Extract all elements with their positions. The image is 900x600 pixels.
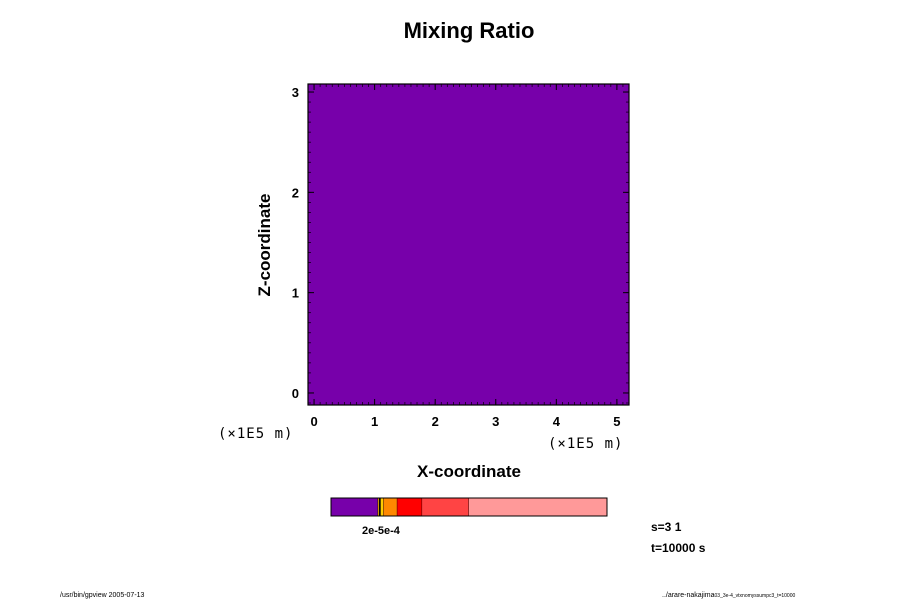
footer-left: /usr/bin/gpview 2005-07-13 [60,592,145,599]
footer-right-small: 03_3e-4_vtxnomyssumpc3_t=10000 [715,593,796,599]
colorbar [331,498,608,516]
x-tick-label-4: 4 [553,414,561,429]
colorbar-tick-labels: 2e-5e-4 [362,525,401,537]
colorbar-frame [330,497,608,517]
plot-frame [307,83,630,406]
x-tick-label-5: 5 [613,414,620,429]
time-label: t=10000 s [651,541,706,555]
colorbar-segment-3 [380,498,384,516]
mixing-ratio-field [308,84,629,405]
minor-ticks [307,84,630,405]
chart-title: Mixing Ratio [404,18,535,43]
colorbar-segment-7 [469,498,607,516]
colorbar-segment-1 [377,498,380,516]
x-tick-label-3: 3 [492,414,499,429]
colorbar-segment-2 [379,498,381,516]
x-axis-label: X-coordinate [417,462,521,481]
y-tick-label-2: 2 [292,185,299,200]
x-tick-label-0: 0 [310,414,317,429]
colorbar-segment-6 [422,498,469,516]
colorbar-segment-4 [383,498,398,516]
colorbar-segment-5 [397,498,423,516]
y-tick-label-3: 3 [292,85,299,100]
y-tick-label-0: 0 [292,386,299,401]
y-tick-label-1: 1 [292,286,299,301]
s-index-label: s=3 1 [651,520,682,534]
x-tick-label-2: 2 [432,414,439,429]
x-axis-unit: (×1E5 m) [548,436,623,452]
x-axis-ticks: 0 1 2 3 4 5 [310,84,621,429]
footer-right: ../arare-nakajima03_3e-4_vtxnomyssumpc3_… [662,592,795,599]
y-axis-label: Z-coordinate [255,194,274,297]
y-axis-ticks: 0 1 2 3 [292,85,629,401]
y-axis-unit: (×1E5 m) [218,426,293,442]
colorbar-segment-0 [331,498,378,516]
x-tick-label-1: 1 [371,414,378,429]
footer-right-main: ../arare-nakajima [662,592,715,599]
